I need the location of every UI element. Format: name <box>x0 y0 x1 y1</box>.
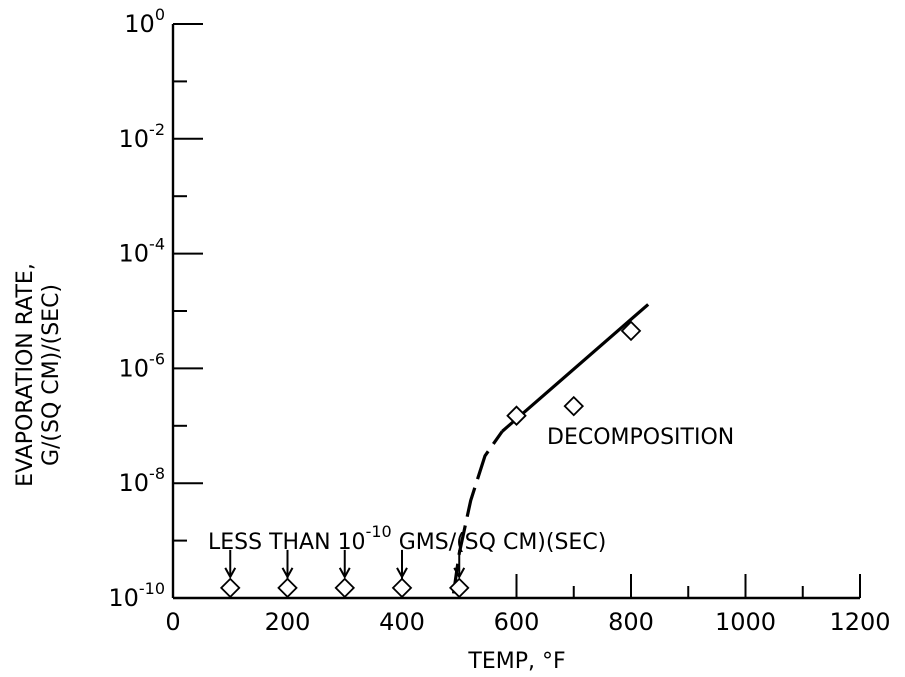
below-limit-point <box>219 577 241 599</box>
limit-arrows <box>224 549 466 579</box>
x-axis-title: TEMP, °F <box>467 649 565 674</box>
x-tick-label: 400 <box>379 608 425 636</box>
measured-point <box>506 405 527 426</box>
y-axis-ticks: 100 10-2 10-4 10-6 10-8 10-10 <box>108 5 203 612</box>
limit-annotation: LESS THAN 10-10 GMS/(SQ CM)(SEC) <box>208 522 606 555</box>
data-markers <box>219 320 642 599</box>
y-axis-title-line1: EVAPORATION RATE, <box>13 263 38 487</box>
measured-point <box>563 395 585 417</box>
x-tick-label: 600 <box>494 608 540 636</box>
measured-point <box>620 320 642 342</box>
y-tick-label: 10-6 <box>119 349 166 382</box>
below-limit-point <box>391 577 413 599</box>
x-tick-label: 1000 <box>715 608 776 636</box>
below-limit-point <box>277 577 298 599</box>
y-tick-label: 10-4 <box>119 235 166 268</box>
x-tick-label: 0 <box>165 608 180 636</box>
limit-arrow-head <box>453 567 466 579</box>
fit-curves <box>451 303 650 594</box>
y-tick-label: 10-10 <box>108 579 165 612</box>
limit-annotation-text-2: GMS/(SQ CM)(SEC) <box>392 530 607 555</box>
limit-annotation-text-1: LESS THAN <box>208 530 338 555</box>
x-tick-label: 800 <box>608 608 654 636</box>
below-limit-point <box>448 577 470 599</box>
y-tick-label: 100 <box>124 5 165 38</box>
limit-arrow-head <box>281 567 294 579</box>
x-tick-label: 1200 <box>829 608 890 636</box>
x-axis-ticks: 0 200 400 600 800 1000 1200 <box>165 574 891 636</box>
y-tick-label: 10-2 <box>119 120 166 153</box>
solid-fit-line <box>501 303 650 433</box>
limit-annotation-exponent: -10 <box>366 522 392 541</box>
limit-arrow-head <box>224 567 237 579</box>
limit-annotation-base: 10 <box>338 530 366 555</box>
below-limit-point <box>334 577 356 599</box>
decomposition-annotation: DECOMPOSITION <box>547 425 734 450</box>
x-tick-label: 200 <box>265 608 311 636</box>
y-tick-label: 10-8 <box>119 464 166 497</box>
dashed-transition-curve <box>451 430 504 594</box>
axes <box>171 24 860 600</box>
y-axis-title: EVAPORATION RATE, G/(SQ CM)/(SEC) <box>13 263 64 487</box>
limit-arrow-head <box>338 567 351 579</box>
limit-arrow-head <box>396 567 408 579</box>
y-axis-title-line2: G/(SQ CM)/(SEC) <box>39 284 64 466</box>
